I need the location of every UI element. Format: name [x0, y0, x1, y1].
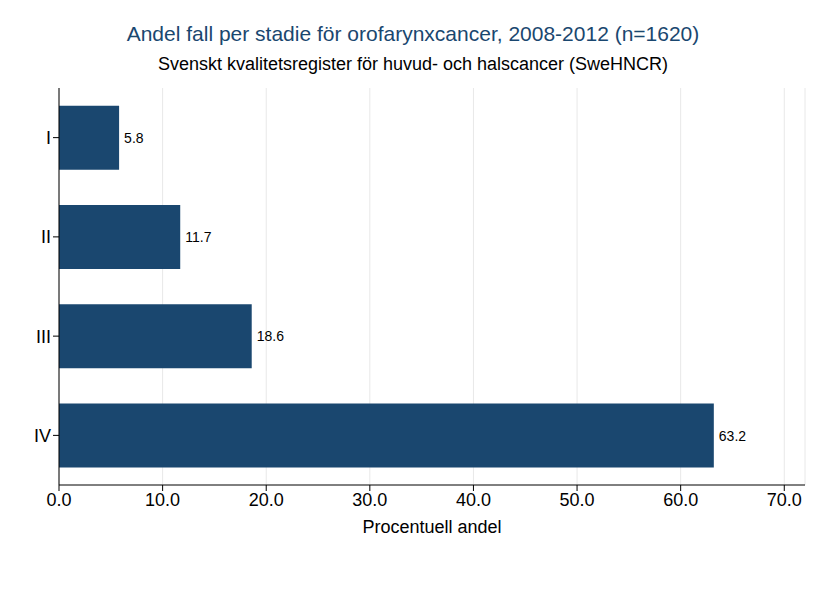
svg-text:IV: IV	[34, 426, 51, 446]
svg-text:40.0: 40.0	[456, 490, 491, 510]
svg-text:II: II	[41, 227, 51, 247]
svg-text:18.6: 18.6	[257, 328, 284, 344]
svg-text:30.0: 30.0	[352, 490, 387, 510]
svg-text:10.0: 10.0	[145, 490, 180, 510]
svg-text:11.7: 11.7	[185, 229, 211, 245]
svg-text:20.0: 20.0	[249, 490, 284, 510]
svg-text:50.0: 50.0	[560, 490, 595, 510]
html-text:Svenskt kvalitetsregister för: Svenskt kvalitetsregister för huvud- och…	[157, 54, 669, 74]
svg-text:Procentuell andel: Procentuell andel	[362, 517, 501, 537]
svg-text:III: III	[36, 327, 51, 347]
svg-text:70.0: 70.0	[767, 490, 802, 510]
html-text:Andel fall per stadie för orof: Andel fall per stadie för orofarynxcance…	[126, 22, 700, 45]
svg-text:5.8: 5.8	[124, 130, 144, 146]
svg-text:0.0: 0.0	[46, 490, 71, 510]
svg-text:63.2: 63.2	[719, 428, 746, 444]
svg-text:60.0: 60.0	[663, 490, 698, 510]
svg-text:I: I	[46, 128, 51, 148]
